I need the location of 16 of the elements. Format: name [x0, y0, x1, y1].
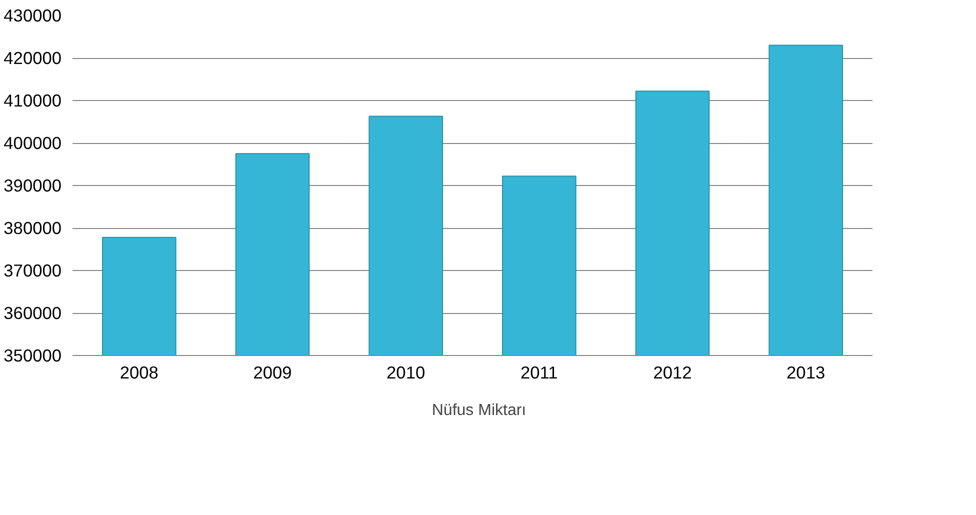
x-tick-label: 2009: [253, 362, 292, 382]
x-tick-label: 2008: [120, 362, 158, 382]
y-tick-label: 370000: [4, 260, 62, 280]
x-tick-label: 2012: [653, 362, 692, 382]
y-tick-label: 390000: [4, 176, 62, 196]
y-tick-label: 410000: [4, 90, 62, 110]
y-tick-label: 350000: [4, 346, 62, 366]
text: Nüfus Miktarı: [432, 402, 526, 420]
y-tick-label: 430000: [4, 6, 62, 26]
x-tick-label: 2013: [786, 362, 826, 382]
x-tick-label: 2011: [520, 362, 558, 382]
y-tick-label: 400000: [4, 133, 62, 153]
y-tick-label: 360000: [4, 303, 62, 323]
y-tick-label: 380000: [4, 218, 62, 238]
x-tick-label: 2010: [386, 362, 426, 382]
y-tick-label: 420000: [4, 48, 62, 68]
